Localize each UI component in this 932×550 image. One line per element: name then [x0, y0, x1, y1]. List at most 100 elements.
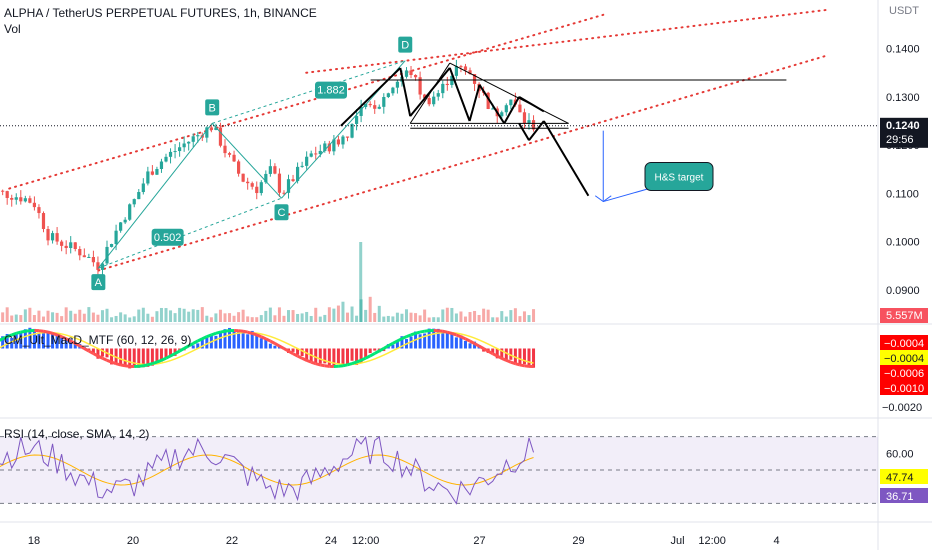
pattern-leg: [478, 84, 506, 124]
volume-bar: [255, 317, 259, 322]
volume-bar: [500, 311, 504, 322]
macd-histogram-bar: [509, 348, 513, 360]
candle-body: [223, 145, 227, 154]
candle-body: [119, 222, 123, 231]
macd-line-segment: [174, 349, 181, 355]
candle-body: [146, 171, 150, 184]
macd-line-segment: [111, 360, 117, 366]
volume-bar: [105, 308, 109, 322]
pattern-leg: [468, 84, 481, 122]
candle-body: [46, 228, 50, 241]
volume-bar: [96, 314, 100, 322]
macd-line-segment: [338, 364, 344, 368]
volume-bar: [55, 312, 59, 322]
candle-body: [259, 182, 263, 194]
volume-bar: [119, 312, 123, 322]
macd-histogram-bar: [427, 328, 431, 349]
volume-bar: [300, 313, 304, 322]
candle-body: [531, 120, 536, 130]
volume-bar: [418, 315, 422, 322]
volume-bar: [14, 314, 18, 322]
triangle-edge: [449, 62, 569, 124]
macd-histogram-bar: [232, 331, 236, 349]
volume-bar: [404, 309, 408, 322]
volume-bar: [482, 308, 486, 322]
rsi-value-text: 47.74: [886, 472, 914, 484]
candle-body: [241, 173, 245, 182]
candle-body: [164, 156, 168, 162]
pivot-badge: [205, 99, 220, 116]
candle-body: [518, 104, 522, 113]
macd-line-segment: [455, 333, 462, 339]
candle-body: [109, 244, 114, 247]
pattern-leg: [503, 96, 520, 124]
candle-body: [55, 233, 59, 242]
macd-histogram-bar: [504, 348, 508, 361]
fib-ratio-label: 1.882: [317, 85, 345, 97]
macd-line-segment: [169, 352, 176, 358]
macd-line-segment: [482, 347, 489, 353]
macd-line-segment: [197, 337, 203, 343]
volume-bar: [391, 316, 395, 322]
macd-line-segment: [106, 358, 113, 364]
volume-bar: [495, 317, 499, 322]
candle-body: [250, 183, 254, 187]
macd-line-segment: [446, 330, 453, 335]
candle-body: [91, 257, 95, 263]
candle-body: [409, 70, 413, 76]
macd-line-segment: [47, 330, 53, 335]
macd-histogram-bar: [205, 337, 209, 349]
macd-line-segment: [356, 358, 362, 364]
macd-line-segment: [115, 362, 122, 367]
candle-body: [491, 108, 495, 110]
candle-body: [268, 166, 272, 174]
macd-line-segment: [378, 347, 385, 353]
candle-body: [1, 190, 5, 192]
volume-bar: [32, 315, 36, 322]
fib-ratio-badge: [315, 81, 347, 99]
volume-badge-text: 5.557M: [886, 310, 923, 322]
candle-body: [463, 66, 468, 71]
macd-line-segment: [415, 330, 421, 335]
candle-body: [14, 197, 18, 200]
macd-line-segment: [38, 329, 44, 333]
volume-bar: [237, 312, 241, 322]
pivot-label: C: [278, 207, 286, 219]
macd-histogram-bar: [359, 348, 363, 363]
volume-bar: [327, 307, 331, 322]
volume-bar: [23, 309, 27, 322]
volume-bar: [400, 313, 404, 322]
price-tick-label: 0.0900: [886, 285, 920, 297]
candle-body: [237, 161, 241, 174]
candle-body: [323, 143, 327, 151]
volume-bar: [436, 317, 440, 322]
volume-bar: [291, 310, 295, 322]
candle-body: [50, 233, 55, 241]
volume-bar: [228, 313, 232, 322]
macd-line-segment: [220, 329, 226, 334]
volume-bar: [246, 316, 250, 322]
candle-body: [509, 99, 513, 106]
macd-histogram-bar: [196, 343, 200, 349]
macd-histogram-bar: [518, 348, 522, 365]
candle-body: [159, 161, 164, 170]
macd-histogram-bar: [395, 339, 399, 349]
macd-histogram-bar: [495, 348, 499, 359]
candle-body: [32, 202, 37, 208]
candle-body: [69, 242, 73, 249]
volume-label: Vol: [4, 22, 21, 36]
macd-line-segment: [438, 329, 443, 333]
volume-bar: [205, 315, 209, 322]
macd-histogram-bar: [91, 348, 95, 354]
pivot-badge: [274, 204, 289, 221]
pivot-label: A: [95, 277, 103, 289]
abcd-leg: [97, 123, 213, 269]
macd-histogram-bar: [368, 348, 372, 354]
rsi-line: [0, 435, 535, 505]
volume-bar: [341, 301, 345, 322]
candle-body: [527, 120, 531, 124]
macd-line-segment: [97, 354, 104, 360]
pivot-badge: [398, 36, 413, 53]
candle-body: [377, 106, 381, 109]
